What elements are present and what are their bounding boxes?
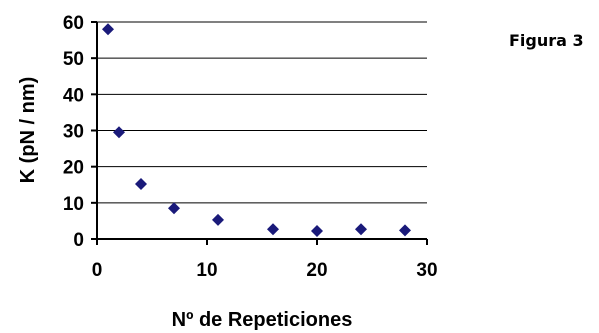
x-tick-label: 30 [416, 260, 437, 281]
y-tick-label: 20 [63, 158, 84, 179]
data-point [399, 224, 411, 237]
figure-label: Figura 3 [509, 31, 584, 50]
y-tick-label: 60 [63, 13, 84, 34]
x-axis-title: Nº de Repeticiones [172, 309, 353, 331]
x-tick-label: 20 [306, 260, 327, 281]
x-tick-label: 10 [196, 260, 217, 281]
x-axis-ticks: 0 10 20 30 [92, 239, 438, 281]
y-tick-label: 50 [63, 49, 84, 70]
data-point [113, 126, 125, 139]
x-tick-label: 0 [92, 260, 103, 281]
y-tick-label: 40 [63, 85, 84, 106]
data-points [102, 23, 411, 238]
y-axis-title: K (pN / nm) [17, 77, 39, 184]
data-point [355, 223, 367, 236]
y-tick-label: 30 [63, 122, 84, 143]
gridlines [97, 21, 427, 204]
data-point [212, 213, 224, 226]
y-tick-label: 10 [63, 194, 84, 215]
y-tick-label: 0 [73, 230, 84, 251]
data-point [135, 178, 147, 191]
data-point [168, 202, 180, 215]
y-axis-ticks: 0 10 20 30 40 50 60 [63, 13, 97, 251]
data-point [311, 225, 323, 238]
data-point [102, 23, 114, 36]
data-point [267, 223, 279, 236]
